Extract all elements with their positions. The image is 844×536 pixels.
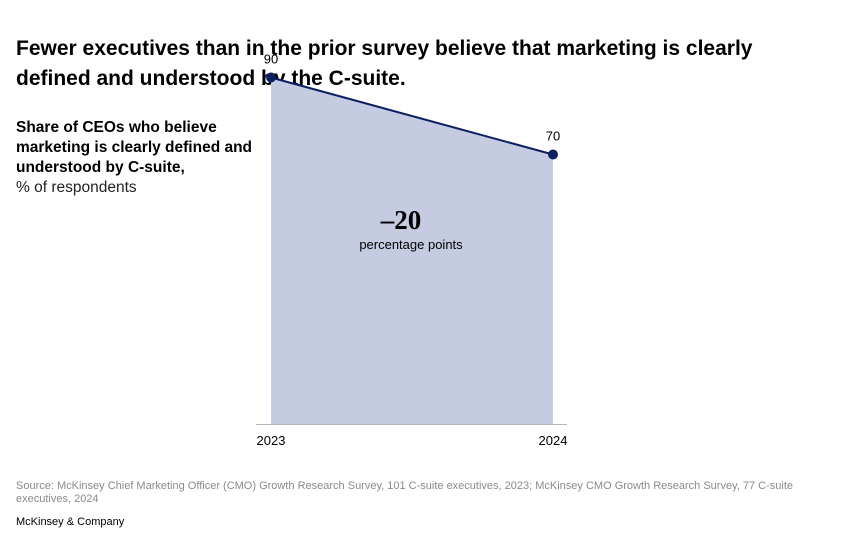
source-note: Source: McKinsey Chief Marketing Officer… — [16, 480, 793, 505]
subtitle-unit: % of respondents — [16, 179, 137, 196]
subtitle-measure: Share of CEOs who believe marketing is c… — [16, 119, 253, 176]
data-label-2023: 90 — [264, 52, 278, 67]
data-label-2024: 70 — [546, 129, 560, 144]
change-value: –20 — [380, 205, 422, 235]
change-label: percentage points — [359, 237, 463, 252]
series-line — [270, 76, 554, 156]
area-fill — [271, 77, 553, 424]
data-point-2024 — [548, 149, 558, 160]
brand-name: McKinsey & Company — [16, 516, 125, 528]
x-tick-2023: 2023 — [257, 433, 286, 448]
chart-title: Fewer executives than in the prior surve… — [16, 37, 753, 90]
data-point-2023 — [266, 72, 276, 83]
x-tick-2024: 2024 — [539, 433, 568, 448]
chart-subtitle: Share of CEOs who believe marketing is c… — [16, 118, 256, 198]
